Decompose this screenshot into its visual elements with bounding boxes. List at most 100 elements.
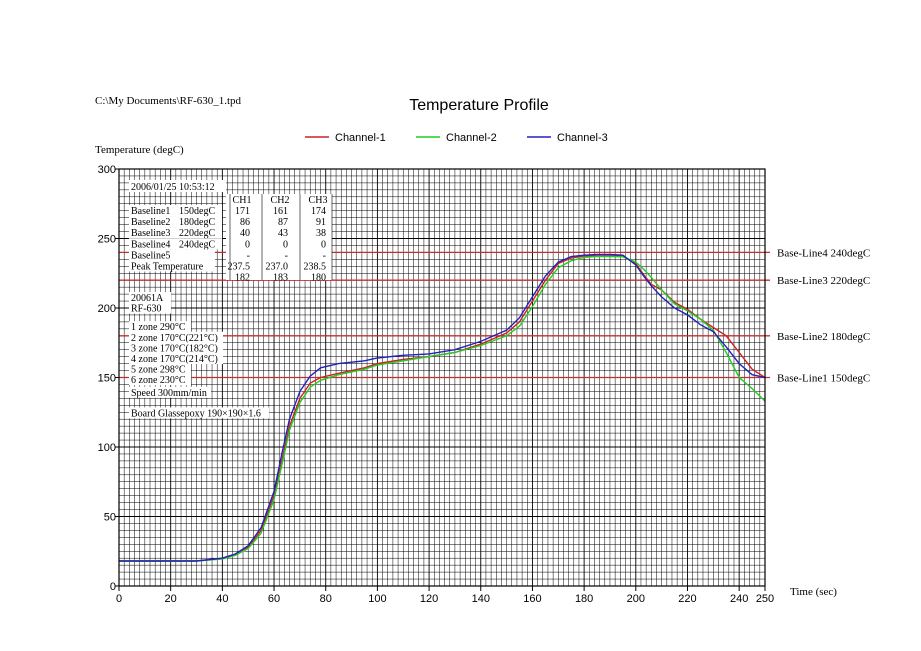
series-lines xyxy=(119,253,766,562)
info-bg xyxy=(129,260,215,272)
series-line-channel-1 xyxy=(119,255,766,562)
baseline-label: Base-Line1 150degC xyxy=(777,373,870,385)
info-row-label: Peak Temperature xyxy=(131,262,204,273)
info-bg xyxy=(129,302,171,314)
info-line: 20061A xyxy=(131,293,164,304)
info-cell: 237.0 xyxy=(266,262,289,273)
x-tick-label: 80 xyxy=(320,593,332,605)
info-row-label: Baseline2 xyxy=(131,217,170,228)
legend-label: Channel-2 xyxy=(446,132,497,144)
info-cell: 43 xyxy=(278,228,288,239)
legend-label: Channel-3 xyxy=(557,132,608,144)
x-tick-label: 250 xyxy=(756,593,774,605)
x-tick-label: 60 xyxy=(268,593,280,605)
x-tick-label: 0 xyxy=(116,593,122,605)
info-bg xyxy=(129,363,191,375)
info-cell: 174 xyxy=(311,206,326,217)
info-cell: 86 xyxy=(240,217,250,228)
info-row-label: Baseline1 xyxy=(131,206,170,217)
info-cell: 171 xyxy=(235,206,250,217)
info-bg xyxy=(129,331,223,343)
chart-title: Temperature Profile xyxy=(409,97,549,114)
baseline-label: Base-Line2 180degC xyxy=(777,331,870,343)
info-cell: 182 xyxy=(235,273,250,284)
info-bg xyxy=(129,386,211,398)
baseline-label: Base-Line3 220degC xyxy=(777,275,870,287)
y-tick-label: 250 xyxy=(98,234,116,246)
info-cell: 183 xyxy=(273,273,288,284)
info-cell: 180 xyxy=(311,273,326,284)
info-bg xyxy=(129,407,269,419)
x-tick-label: 40 xyxy=(216,593,228,605)
x-tick-label: 100 xyxy=(368,593,386,605)
info-row-label: Baseline4 xyxy=(131,239,170,250)
x-tick-label: 20 xyxy=(165,593,177,605)
info-cell: 40 xyxy=(240,228,250,239)
series-line-channel-3 xyxy=(119,253,766,562)
info-bg xyxy=(226,194,332,280)
info-column-header: CH2 xyxy=(271,195,290,206)
info-bg xyxy=(129,353,223,364)
info-row-label: Baseline3 xyxy=(131,228,170,239)
info-bg xyxy=(129,180,226,192)
info-row-value: 240degC xyxy=(179,239,215,250)
series-line-channel-2 xyxy=(119,255,766,562)
info-line: RF-630 xyxy=(131,304,162,315)
info-cell: 0 xyxy=(245,239,250,250)
info-line: 5 zone 298°C xyxy=(131,365,186,376)
info-cell: - xyxy=(323,250,326,261)
info-line: 3 zone 170°C(182°C) xyxy=(131,343,218,354)
info-bg xyxy=(129,238,222,250)
info-bg xyxy=(129,342,223,354)
info-line: 1 zone 290°C xyxy=(131,322,186,333)
info-bg xyxy=(129,205,222,216)
info-row-label: Baseline5 xyxy=(131,250,170,261)
info-column-header: CH3 xyxy=(309,195,328,206)
y-tick-label: 50 xyxy=(104,512,116,524)
info-row-value: 180degC xyxy=(179,217,215,228)
x-tick-label: 180 xyxy=(575,593,593,605)
info-bg xyxy=(129,321,191,333)
info-line: 6 zone 230°C xyxy=(131,375,186,386)
info-cell: 0 xyxy=(321,239,326,250)
y-tick-label: 0 xyxy=(110,581,116,593)
x-tick-label: 160 xyxy=(523,593,541,605)
info-line: Speed 300mm/min xyxy=(131,388,207,399)
x-tick-label: 200 xyxy=(627,593,645,605)
info-row-value: 150degC xyxy=(179,206,215,217)
info-bg xyxy=(129,227,222,239)
info-bg xyxy=(129,249,215,261)
x-tick-label: 140 xyxy=(472,593,490,605)
y-tick-label: 300 xyxy=(98,164,116,176)
info-bg xyxy=(129,292,171,303)
info-box: 2006/01/25 10:53:12 CH1 CH2 CH3 Baseline1 150… xyxy=(129,180,333,419)
info-cell: 91 xyxy=(316,217,326,228)
info-cell: - xyxy=(285,250,288,261)
x-tick-label: 120 xyxy=(420,593,438,605)
info-bg xyxy=(129,374,191,386)
info-column-header: CH1 xyxy=(233,195,252,206)
info-cell: 238.5 xyxy=(304,262,327,273)
baseline-label: Base-Line4 240degC xyxy=(777,247,870,259)
y-tick-label: 150 xyxy=(98,373,116,385)
info-timestamp: 2006/01/25 10:53:12 xyxy=(131,182,215,193)
info-cell: 237.5 xyxy=(228,262,251,273)
x-tick-label: 220 xyxy=(678,593,696,605)
y-tick-label: 100 xyxy=(98,442,116,454)
info-row-value: 220degC xyxy=(179,228,215,239)
info-cell: - xyxy=(247,250,250,261)
info-cell: 0 xyxy=(283,239,288,250)
y-axis-title: Temperature (degC) xyxy=(95,144,184,156)
y-tick-label: 200 xyxy=(98,303,116,315)
file-path: C:\My Documents\RF-630_1.tpd xyxy=(95,95,242,107)
legend-label: Channel-1 xyxy=(335,132,386,144)
info-line: 4 zone 170°C(214°C) xyxy=(131,354,218,365)
info-line: 2 zone 170°C(221°C) xyxy=(131,333,218,344)
info-line: Board Glassepoxy 190×190×1.6 xyxy=(131,408,261,419)
info-cell: 38 xyxy=(316,228,326,239)
legend: Channel-1 Channel-2 Channel-3 xyxy=(305,132,608,144)
x-axis-title: Time (sec) xyxy=(790,586,837,598)
x-tick-label: 240 xyxy=(730,593,748,605)
axes-ticks: 0 20 40 60 80 100 120 140 160 180 200 220 240 250 0 50 1… xyxy=(98,164,775,605)
